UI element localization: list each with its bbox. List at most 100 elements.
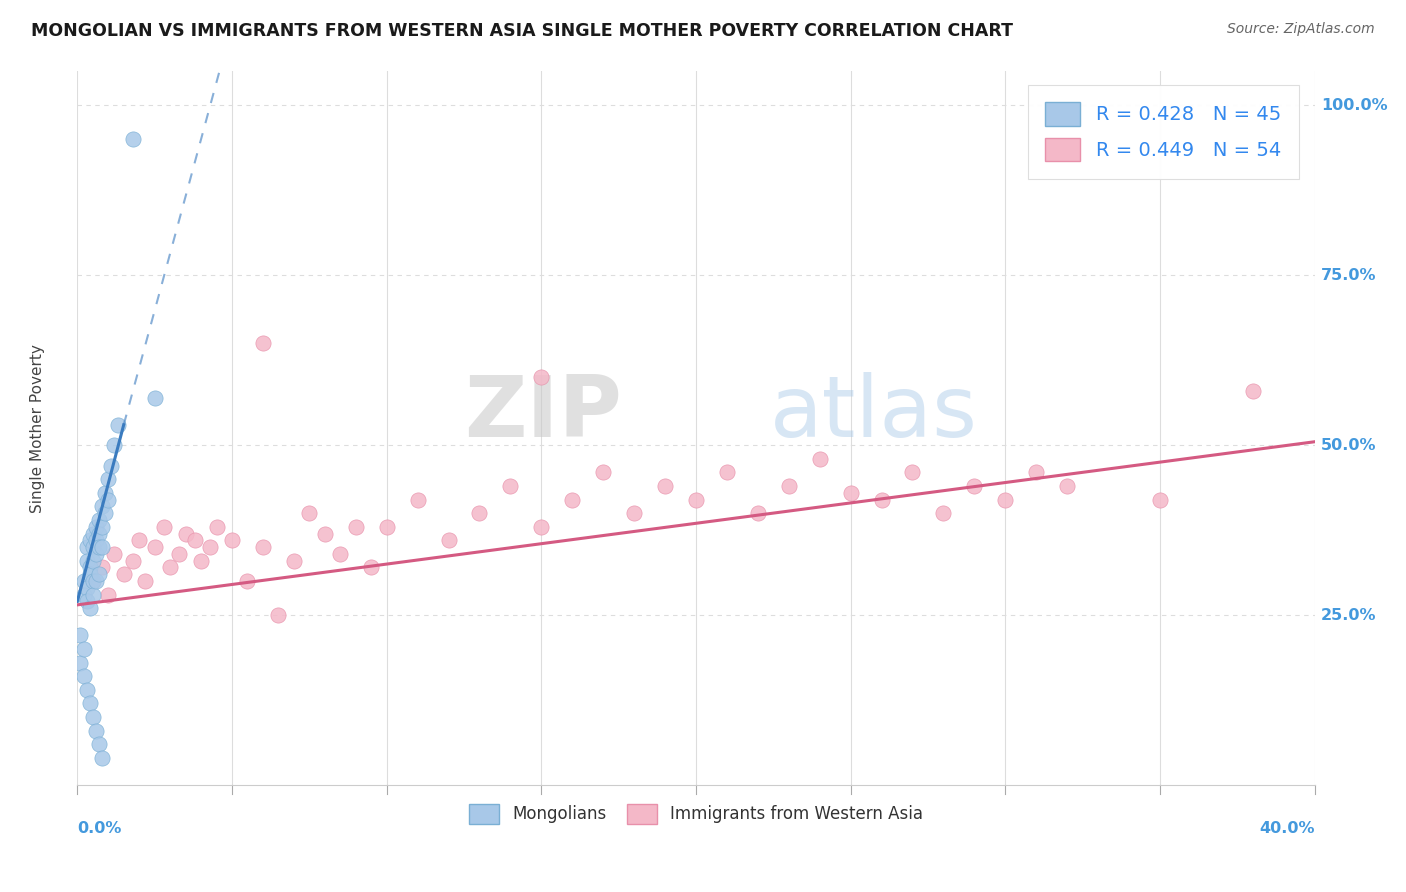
Point <box>159 560 181 574</box>
Point <box>252 336 274 351</box>
Point <box>184 533 207 548</box>
Point <box>72 669 94 683</box>
Point <box>298 506 321 520</box>
Point <box>221 533 243 548</box>
Point <box>267 608 290 623</box>
Point <box>82 588 104 602</box>
Text: 50.0%: 50.0% <box>1320 438 1376 452</box>
Point <box>1025 466 1047 480</box>
Point <box>94 485 117 500</box>
Point <box>592 466 614 480</box>
Point <box>870 492 893 507</box>
Point <box>1241 384 1264 398</box>
Point <box>69 628 91 642</box>
Point <box>76 581 98 595</box>
Point <box>87 737 110 751</box>
Point <box>97 588 120 602</box>
Point <box>153 519 176 533</box>
Point <box>82 574 104 588</box>
Text: Single Mother Poverty: Single Mother Poverty <box>31 343 45 513</box>
Point <box>91 560 114 574</box>
Point <box>174 526 197 541</box>
Point <box>406 492 429 507</box>
Text: 75.0%: 75.0% <box>1320 268 1376 283</box>
Point <box>79 601 101 615</box>
Point <box>112 567 135 582</box>
Point <box>72 642 94 657</box>
Point <box>103 547 125 561</box>
Point <box>84 533 107 548</box>
Point <box>530 519 553 533</box>
Point <box>169 547 191 561</box>
Point <box>1056 479 1078 493</box>
Point <box>91 500 114 514</box>
Point <box>314 526 336 541</box>
Point <box>79 697 101 711</box>
Point <box>134 574 156 588</box>
Point <box>122 554 145 568</box>
Point <box>839 485 862 500</box>
Point <box>91 540 114 554</box>
Point <box>107 417 129 432</box>
Point <box>1149 492 1171 507</box>
Point <box>97 472 120 486</box>
Point <box>82 526 104 541</box>
Text: atlas: atlas <box>770 372 979 456</box>
Point <box>69 656 91 670</box>
Point <box>468 506 491 520</box>
Point <box>76 540 98 554</box>
Point <box>103 438 125 452</box>
Point <box>84 547 107 561</box>
Point <box>623 506 645 520</box>
Text: 100.0%: 100.0% <box>1320 98 1388 113</box>
Point <box>79 533 101 548</box>
Point <box>252 540 274 554</box>
Point <box>200 540 222 554</box>
Point <box>190 554 212 568</box>
Legend: Mongolians, Immigrants from Western Asia: Mongolians, Immigrants from Western Asia <box>456 790 936 838</box>
Point <box>283 554 305 568</box>
Point <box>79 567 101 582</box>
Text: Source: ZipAtlas.com: Source: ZipAtlas.com <box>1227 22 1375 37</box>
Text: 40.0%: 40.0% <box>1260 821 1315 836</box>
Point <box>716 466 738 480</box>
Point <box>778 479 800 493</box>
Point <box>530 370 553 384</box>
Point <box>499 479 522 493</box>
Point <box>84 574 107 588</box>
Point <box>329 547 352 561</box>
Point <box>97 492 120 507</box>
Text: ZIP: ZIP <box>464 372 621 456</box>
Point <box>76 554 98 568</box>
Text: 0.0%: 0.0% <box>77 821 122 836</box>
Point <box>205 519 228 533</box>
Point <box>76 682 98 697</box>
Point <box>437 533 460 548</box>
Point <box>87 526 110 541</box>
Point <box>143 391 166 405</box>
Point <box>360 560 382 574</box>
Point <box>87 567 110 582</box>
Point <box>932 506 955 520</box>
Point <box>72 588 94 602</box>
Text: 25.0%: 25.0% <box>1320 607 1376 623</box>
Point <box>82 540 104 554</box>
Point <box>72 574 94 588</box>
Point <box>654 479 676 493</box>
Point <box>143 540 166 554</box>
Point <box>82 710 104 724</box>
Point <box>901 466 924 480</box>
Point <box>91 519 114 533</box>
Point <box>808 451 831 466</box>
Point <box>82 554 104 568</box>
Text: MONGOLIAN VS IMMIGRANTS FROM WESTERN ASIA SINGLE MOTHER POVERTY CORRELATION CHAR: MONGOLIAN VS IMMIGRANTS FROM WESTERN ASI… <box>31 22 1012 40</box>
Point <box>344 519 367 533</box>
Point <box>747 506 769 520</box>
Point <box>375 519 398 533</box>
Point <box>561 492 583 507</box>
Point <box>84 519 107 533</box>
Point <box>122 132 145 146</box>
Point <box>84 723 107 738</box>
Point <box>87 540 110 554</box>
Point <box>79 560 101 574</box>
